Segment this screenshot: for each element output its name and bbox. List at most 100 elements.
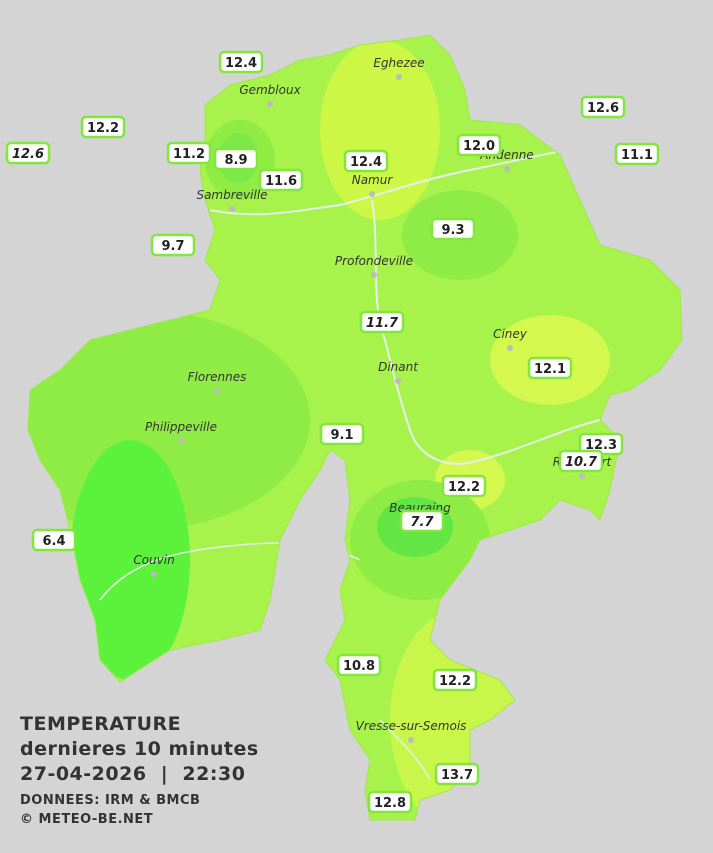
- station: 11.6: [258, 168, 304, 192]
- station-value: 12.2: [448, 480, 480, 495]
- station: 10.8: [336, 653, 382, 677]
- station-box: [580, 95, 626, 119]
- station-value: 7.7: [410, 515, 434, 530]
- subtitle: dernieres 10 minutes: [20, 738, 259, 760]
- station-value: 12.0: [463, 139, 495, 154]
- city-label: Namur: [352, 173, 394, 187]
- station-value: 12.3: [585, 438, 617, 453]
- station-value: 12.4: [350, 155, 382, 170]
- station-value: 11.2: [173, 147, 205, 162]
- station-box: [558, 449, 604, 473]
- station: 11.1: [614, 142, 660, 166]
- station-box: [218, 50, 264, 74]
- station: 12.6: [580, 95, 626, 119]
- city-dot: [151, 571, 157, 577]
- station-box: [319, 422, 365, 446]
- station: 12.2: [80, 115, 126, 139]
- station-box: [430, 217, 476, 241]
- station: 10.7: [558, 449, 604, 473]
- title: TEMPERATURE: [20, 713, 181, 735]
- station-box: [213, 147, 259, 171]
- city-dot: [579, 473, 585, 479]
- copyright: © METEO-BE.NET: [20, 812, 153, 827]
- city-label: Ciney: [493, 327, 528, 341]
- station-box: [166, 141, 212, 165]
- city-dot: [507, 345, 513, 351]
- station-value: 12.2: [439, 674, 471, 689]
- station-value: 11.7: [366, 316, 399, 331]
- station: 9.7: [150, 233, 196, 257]
- station: 12.6: [5, 141, 51, 165]
- city-label: Eghezee: [373, 56, 424, 70]
- station-value: 12.4: [225, 56, 257, 71]
- station-value: 10.8: [343, 659, 375, 674]
- station-box: [5, 141, 51, 165]
- city-label: Sambreville: [196, 188, 267, 202]
- station-box: [432, 668, 478, 692]
- station-box: [399, 509, 445, 533]
- station: 12.2: [432, 668, 478, 692]
- city-label: Couvin: [133, 553, 174, 567]
- station-value: 10.7: [565, 455, 598, 470]
- station-value: 13.7: [441, 768, 473, 783]
- station-value: 12.6: [12, 147, 44, 162]
- city-dot: [214, 388, 220, 394]
- city-dot: [178, 438, 184, 444]
- station-value: 9.1: [330, 428, 353, 443]
- city-label: Gembloux: [239, 83, 301, 97]
- station: 11.2: [166, 141, 212, 165]
- station: 8.9: [213, 147, 259, 171]
- city-label: Philippeville: [145, 420, 217, 434]
- city-dot: [267, 101, 273, 107]
- timestamp: 27-04-2026 | 22:30: [20, 763, 245, 785]
- station: 9.3: [430, 217, 476, 241]
- station-box: [359, 310, 405, 334]
- station: 12.0: [456, 133, 502, 157]
- station-value: 6.4: [42, 534, 65, 549]
- station: 12.8: [367, 790, 413, 814]
- station: 6.4: [31, 528, 77, 552]
- station-box: [150, 233, 196, 257]
- legend-block: TEMPERATURE dernieres 10 minutes 27-04-2…: [20, 713, 259, 827]
- city-dot: [396, 74, 402, 80]
- station: 12.1: [527, 356, 573, 380]
- city-label: Profondeville: [335, 254, 413, 268]
- station: 9.1: [319, 422, 365, 446]
- city-dot: [504, 166, 510, 172]
- station: 12.4: [343, 149, 389, 173]
- station-box: [441, 474, 487, 498]
- station-box: [456, 133, 502, 157]
- station: 12.2: [441, 474, 487, 498]
- station-value: 11.6: [265, 174, 297, 189]
- station: 7.7: [399, 509, 445, 533]
- station-box: [434, 762, 480, 786]
- station-value: 9.3: [441, 223, 464, 238]
- station-value: 12.2: [87, 121, 119, 136]
- city-dot: [408, 737, 414, 743]
- city-label: Vresse-sur-Semois: [356, 719, 467, 733]
- station-box: [367, 790, 413, 814]
- station-value: 12.6: [587, 101, 619, 116]
- city-dot: [369, 191, 375, 197]
- city-label: Florennes: [188, 370, 247, 384]
- city-dot: [229, 206, 235, 212]
- city-dot: [395, 378, 401, 384]
- station-box: [258, 168, 304, 192]
- station-box: [614, 142, 660, 166]
- source: DONNEES: IRM & BMCB: [20, 793, 200, 808]
- station-readings: 12.4 12.6 12.2 12.6 11.2 8.9 12.4 12.0 11.1 11.6 9…: [5, 50, 660, 814]
- station-value: 12.8: [374, 796, 406, 811]
- city-labels: EghezeeGemblouxAndenneNamurSambrevillePr…: [133, 56, 613, 743]
- station-value: 12.1: [534, 362, 566, 377]
- station-value: 11.1: [621, 148, 653, 163]
- station: 13.7: [434, 762, 480, 786]
- city-label: Dinant: [378, 360, 419, 374]
- city-dot: [371, 272, 377, 278]
- station-box: [31, 528, 77, 552]
- station: 11.7: [359, 310, 405, 334]
- station-value: 8.9: [224, 153, 247, 168]
- station-value: 9.7: [161, 239, 184, 254]
- station: 12.4: [218, 50, 264, 74]
